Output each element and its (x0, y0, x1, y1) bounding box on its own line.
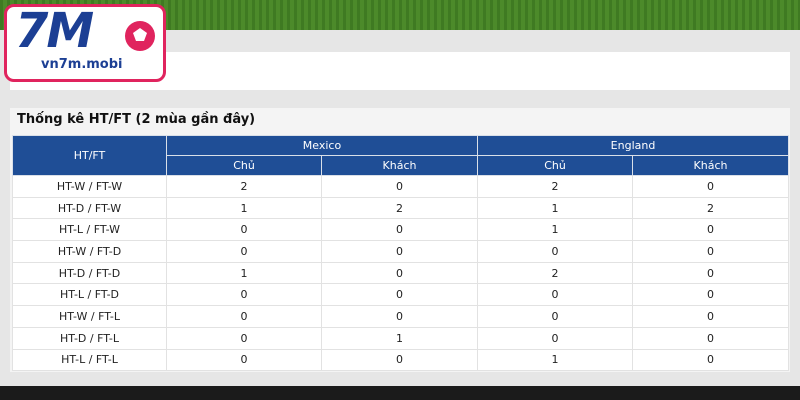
cell: 0 (477, 305, 633, 328)
data-row: HT-W / FT-W 2 0 2 0 (12, 175, 789, 198)
data-row: HT-W / FT-L 0 0 0 0 (12, 305, 789, 328)
row-label: HT-W / FT-W (12, 175, 167, 198)
cell: 2 (166, 175, 322, 198)
row-label: HT-D / FT-D (12, 261, 167, 285)
cell: 0 (166, 326, 322, 350)
cell: 0 (166, 240, 322, 263)
team-header: Mexico (166, 135, 478, 156)
cell: 0 (632, 283, 789, 307)
ball-icon (125, 21, 155, 51)
team-header: England (477, 135, 789, 156)
sub-header: Khách (632, 155, 789, 176)
row-label: HT-L / FT-L (12, 348, 167, 372)
cell: 0 (632, 240, 789, 263)
sub-header: Chủ (166, 155, 322, 176)
cell: 0 (632, 305, 789, 328)
sub-header: Khách (321, 155, 478, 176)
cell: 0 (632, 261, 789, 285)
data-row: HT-L / FT-D 0 0 0 0 (12, 283, 789, 307)
cell: 1 (477, 348, 633, 372)
subheader-row: Chủ Khách Chủ Khách (13, 155, 789, 176)
cell: 1 (166, 196, 322, 220)
header-row: HT/FT Mexico England (12, 135, 789, 176)
cell: 1 (477, 218, 633, 242)
cell: 1 (166, 261, 322, 285)
corner-header: HT/FT (12, 135, 167, 176)
cell: 0 (321, 175, 478, 198)
cell: 0 (166, 283, 322, 307)
cell: 0 (321, 240, 478, 263)
data-row: HT-L / FT-W 0 0 1 0 (12, 218, 789, 242)
cell: 2 (321, 196, 478, 220)
logo-mark: 7M (15, 3, 94, 59)
row-label: HT-W / FT-L (12, 305, 167, 328)
cell: 0 (632, 175, 789, 198)
cell: 2 (477, 261, 633, 285)
data-row: HT-D / FT-D 1 0 2 0 (12, 261, 789, 285)
data-row: HT-D / FT-W 1 2 1 2 (12, 196, 789, 220)
sub-header: Chủ (477, 155, 633, 176)
row-label: HT-L / FT-W (12, 218, 167, 242)
data-row: HT-D / FT-L 0 1 0 0 (12, 326, 789, 350)
cell: 2 (477, 175, 633, 198)
logo[interactable]: 7M vn7m.mobi (4, 3, 166, 82)
cell: 1 (321, 326, 478, 350)
cell: 0 (632, 218, 789, 242)
cell: 0 (166, 348, 322, 372)
logo-site: vn7m.mobi (41, 57, 123, 72)
row-label: HT-D / FT-W (12, 196, 167, 220)
row-label: HT-W / FT-D (12, 240, 167, 263)
data-row: HT-L / FT-L 0 0 1 0 (12, 348, 789, 372)
cell: 1 (477, 196, 633, 220)
row-label: HT-D / FT-L (12, 326, 167, 350)
stats-table: HT/FT Mexico England Chủ Khách Chủ Khách HT-W … (12, 135, 789, 372)
footer-bar (0, 386, 800, 400)
cell: 0 (477, 240, 633, 263)
cell: 0 (321, 348, 478, 372)
cell: 0 (321, 261, 478, 285)
cell: 0 (166, 305, 322, 328)
table-title: Thống kê HT/FT (2 mùa gần đây) (17, 112, 256, 127)
cell: 0 (166, 218, 322, 242)
cell: 0 (632, 326, 789, 350)
cell: 0 (477, 283, 633, 307)
cell: 0 (321, 283, 478, 307)
row-label: HT-L / FT-D (12, 283, 167, 307)
cell: 0 (477, 326, 633, 350)
cell: 0 (321, 305, 478, 328)
data-row: HT-W / FT-D 0 0 0 0 (12, 240, 789, 263)
cell: 2 (632, 196, 789, 220)
cell: 0 (632, 348, 789, 372)
cell: 0 (321, 218, 478, 242)
